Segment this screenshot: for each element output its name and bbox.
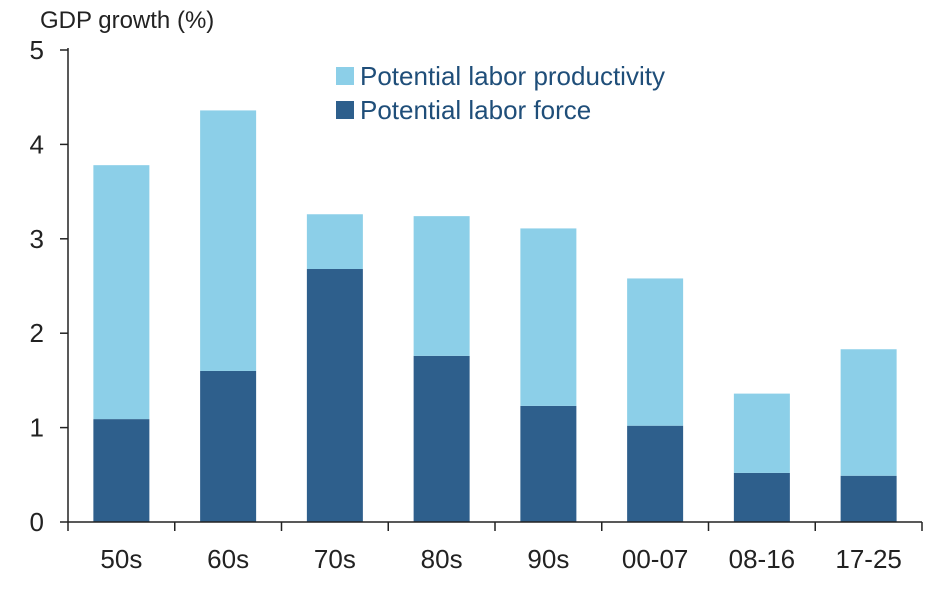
bar-labor-force-90s — [520, 405, 577, 522]
bar-labor-productivity-60s — [200, 110, 257, 371]
bar-labor-productivity-80s — [413, 216, 470, 356]
y-ticks: 0 1 2 3 4 5 — [30, 35, 68, 537]
legend-label: Potential labor force — [360, 95, 591, 125]
x-tick-label: 70s — [314, 544, 356, 574]
x-ticks: 50s 60s 70s 80s 90s 00-07 08-16 17-25 — [67, 522, 923, 574]
bar-labor-force-80s — [413, 355, 470, 522]
y-tick-label: 3 — [30, 224, 44, 254]
x-tick-label: 60s — [207, 544, 249, 574]
x-tick-label: 17-25 — [835, 544, 902, 574]
y-tick-label: 5 — [30, 35, 44, 65]
bar-labor-force-00-07 — [627, 425, 684, 522]
bar-labor-force-08-16 — [733, 472, 790, 522]
bar-labor-force-50s — [93, 419, 150, 522]
x-tick-label: 80s — [421, 544, 463, 574]
y-tick-label: 0 — [30, 507, 44, 537]
bar-labor-force-70s — [306, 269, 363, 522]
bar-labor-productivity-00-07 — [627, 278, 684, 426]
bar-labor-force-17-25 — [840, 475, 897, 522]
x-tick-label: 90s — [527, 544, 569, 574]
bar-labor-productivity-90s — [520, 228, 577, 406]
x-tick-label: 08-16 — [729, 544, 796, 574]
y-tick-label: 2 — [30, 318, 44, 348]
bar-labor-productivity-50s — [93, 165, 150, 420]
y-tick-label: 1 — [30, 413, 44, 443]
legend-swatch — [336, 67, 354, 85]
bar-labor-force-60s — [200, 370, 257, 522]
legend-swatch — [336, 101, 354, 119]
bar-labor-productivity-08-16 — [733, 393, 790, 473]
bar-labor-productivity-17-25 — [840, 349, 897, 476]
x-tick-label: 50s — [100, 544, 142, 574]
y-axis-label: GDP growth (%) — [40, 7, 214, 34]
x-tick-label: 00-07 — [622, 544, 689, 574]
bar-labor-productivity-70s — [306, 214, 363, 270]
legend-label: Potential labor productivity — [360, 61, 665, 91]
bars — [93, 110, 897, 522]
legend: Potential labor productivity Potential la… — [336, 61, 665, 125]
y-tick-label: 4 — [30, 129, 44, 159]
